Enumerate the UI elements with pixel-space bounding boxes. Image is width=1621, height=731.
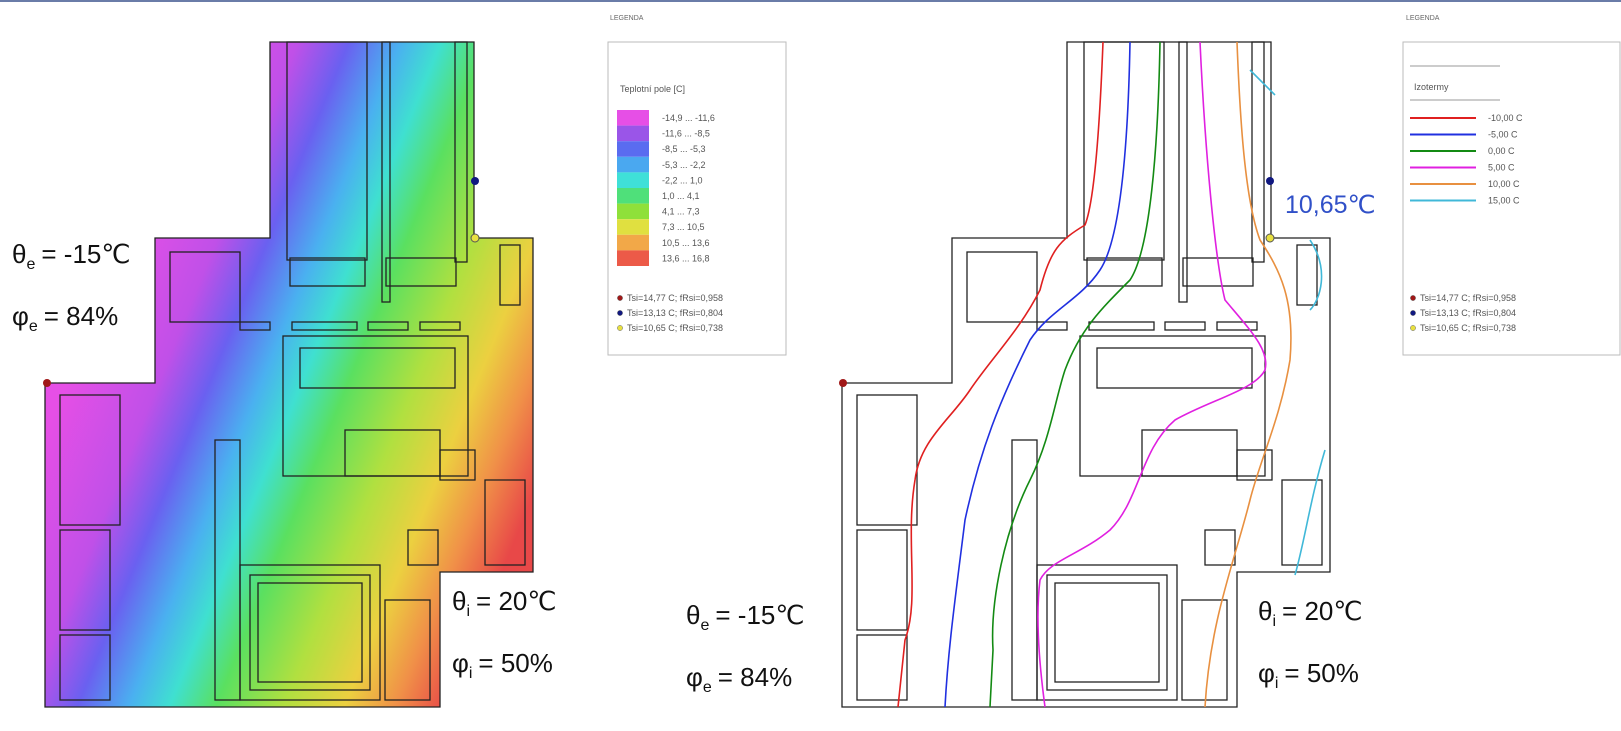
isotherm (1250, 70, 1325, 575)
legend-point (1410, 310, 1415, 315)
legend-swatch (617, 141, 649, 157)
legend-swatch (617, 172, 649, 188)
isotherm (898, 42, 1103, 707)
condition: φe= 84% (686, 662, 792, 696)
legend-label: 13,6 ... 16,8 (662, 253, 710, 263)
legend-point (1410, 325, 1415, 330)
legend-label: -14,9 ... -11,6 (662, 113, 715, 123)
point-marker (471, 234, 479, 242)
legend-label: 4,1 ... 7,3 (662, 207, 700, 217)
legend-swatch (617, 126, 649, 142)
legend-label: -8,5 ... -5,3 (662, 144, 706, 154)
legend-label: -11,6 ... -8,5 (662, 129, 710, 139)
legend-point (617, 325, 622, 330)
legend-label: -10,00 C (1488, 113, 1523, 123)
callout: 10,65℃ (1285, 191, 1376, 219)
legend-label: -5,3 ... -2,2 (662, 160, 706, 170)
legend-label: Tsi=13,13 C; fRsi=0,804 (1420, 308, 1516, 318)
isotherm (1205, 42, 1291, 707)
condition: φe= 84% (12, 301, 118, 335)
legend-label: Tsi=14,77 C; fRsi=0,958 (1420, 293, 1516, 303)
legend-label: -5,00 C (1488, 130, 1518, 140)
legend-label: 10,00 C (1488, 179, 1520, 189)
section-outline (842, 42, 1330, 707)
point-marker (1266, 234, 1274, 242)
legend-title: Teplotní pole [C] (620, 84, 685, 94)
legend-swatch (617, 110, 649, 126)
legend-label: Tsi=10,65 C; fRsi=0,738 (1420, 323, 1516, 333)
legend-swatch (617, 250, 649, 266)
legend-swatch (617, 219, 649, 235)
legend-label: 1,0 ... 4,1 (662, 191, 700, 201)
legend-swatch (617, 188, 649, 204)
legend-label: Tsi=14,77 C; fRsi=0,958 (627, 293, 723, 303)
legend-swatch (617, 157, 649, 173)
isotherm (990, 42, 1160, 707)
point-marker (1266, 177, 1274, 185)
screen: 10,65℃ θe= -15℃ φe= 84% θi= 20℃ φi= 50% … (0, 0, 1621, 731)
legend-label: 10,5 ... 13,6 (662, 238, 710, 248)
condition: φi= 50% (452, 648, 553, 682)
condition: θe= -15℃ (686, 600, 805, 634)
legend-label: -2,2 ... 1,0 (662, 175, 703, 185)
legend-label: Tsi=10,65 C; fRsi=0,738 (627, 323, 723, 333)
point-marker (471, 177, 479, 185)
legend-label: 15,00 C (1488, 196, 1520, 206)
legend-heading: LEGENDA (1406, 15, 1440, 22)
condition: φi= 50% (1258, 658, 1359, 692)
legend-heading: LEGENDA (610, 15, 644, 22)
legend-swatch (617, 235, 649, 251)
legend-swatch (617, 204, 649, 220)
legend-point (1410, 295, 1415, 300)
condition: θi= 20℃ (1258, 596, 1363, 630)
point-marker (839, 379, 847, 387)
isotherm (1038, 42, 1266, 707)
legend-title: Izotermy (1414, 82, 1449, 92)
point-marker (43, 379, 51, 387)
legend-label: 7,3 ... 10,5 (662, 222, 705, 232)
legend-point (617, 310, 622, 315)
condition: θi= 20℃ (452, 586, 557, 620)
legend-label: 5,00 C (1488, 163, 1515, 173)
legend-point (617, 295, 622, 300)
legend-label: 0,00 C (1488, 146, 1515, 156)
legend-label: Tsi=13,13 C; fRsi=0,804 (627, 308, 723, 318)
condition: θe= -15℃ (12, 239, 131, 273)
